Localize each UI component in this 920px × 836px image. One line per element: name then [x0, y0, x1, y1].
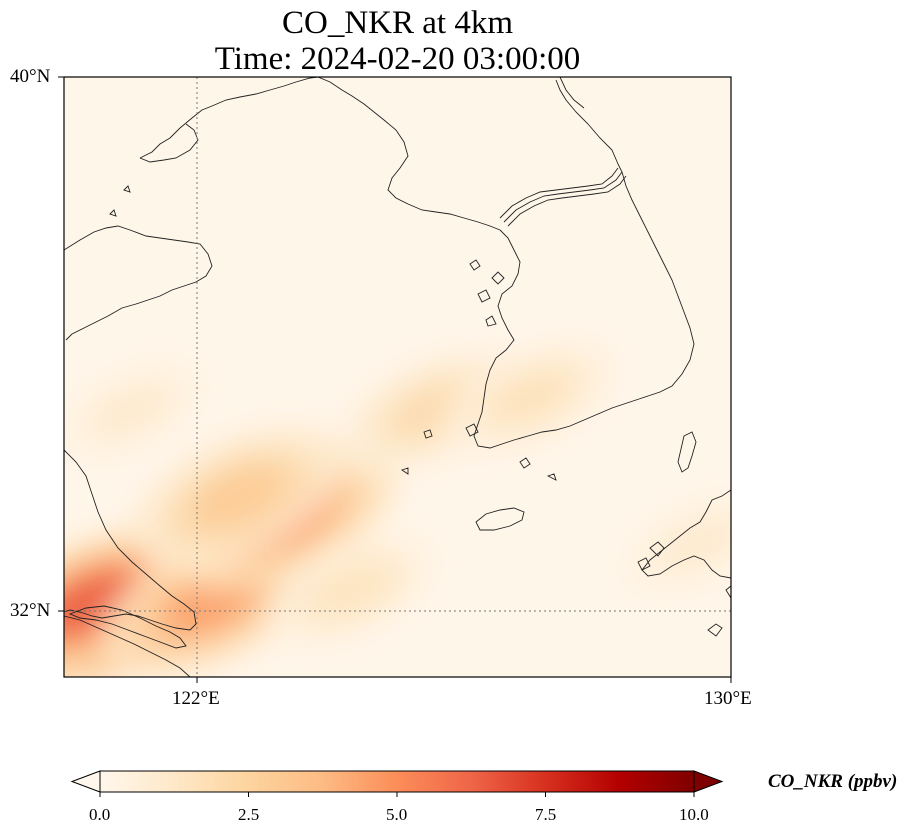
coastline-bohai-north	[139, 77, 319, 159]
lon-label-122e: 122°E	[172, 688, 220, 709]
island-south	[707, 585, 731, 637]
coastline-kyushu	[641, 489, 731, 579]
island-yalu	[109, 185, 131, 217]
coastline-shandong	[64, 225, 213, 341]
gridlines	[64, 77, 731, 677]
lon-label-130e: 130°E	[704, 688, 752, 709]
co-plume-4	[190, 465, 285, 529]
colorbar-extend-high	[693, 770, 724, 793]
coastline-korea-west	[473, 163, 695, 449]
map-title: CO_NKR at 4km	[282, 5, 513, 41]
colorbar-tick-10: 10.0	[679, 805, 709, 824]
jeju-island	[475, 507, 525, 531]
map-subtitle-time: Time: 2024-02-20 03:00:00	[214, 41, 581, 77]
border-nk-china	[499, 167, 627, 227]
colorbar-tick-7-5: 7.5	[535, 805, 557, 824]
map-frame	[63, 76, 732, 678]
colorbar-tick-0: 0.0	[89, 805, 111, 824]
colorbar	[70, 770, 724, 797]
coastline-nk-east	[555, 79, 619, 165]
lat-label-40n: 40°N	[10, 66, 51, 87]
co-plume-9	[660, 518, 731, 569]
island-goto	[637, 541, 665, 571]
axis-ticks	[58, 76, 732, 683]
islands-korea-west	[400, 259, 557, 481]
colorbar-extend-low	[70, 770, 101, 793]
coastline-zhejiang	[64, 615, 191, 677]
co-plume-8	[93, 385, 168, 436]
colorbar-tick-5: 5.0	[386, 805, 408, 824]
co-concentration-field	[64, 339, 731, 677]
coastline-inner-bohai	[139, 123, 199, 163]
co-plume-7	[311, 563, 391, 618]
coastlines	[64, 77, 731, 677]
coastline-liaodong	[317, 77, 501, 231]
lat-label-32n: 32°N	[10, 600, 51, 621]
coastline-jiangsu	[64, 449, 197, 631]
border-china-east	[559, 77, 585, 109]
colorbar-tick-2-5: 2.5	[238, 805, 260, 824]
yangtze-estuary	[68, 605, 187, 649]
tsushima-island	[677, 431, 697, 473]
colorbar-body	[100, 771, 694, 792]
colorbar-title: CO_NKR (ppbv)	[768, 771, 898, 792]
co-plume-6	[490, 369, 571, 425]
